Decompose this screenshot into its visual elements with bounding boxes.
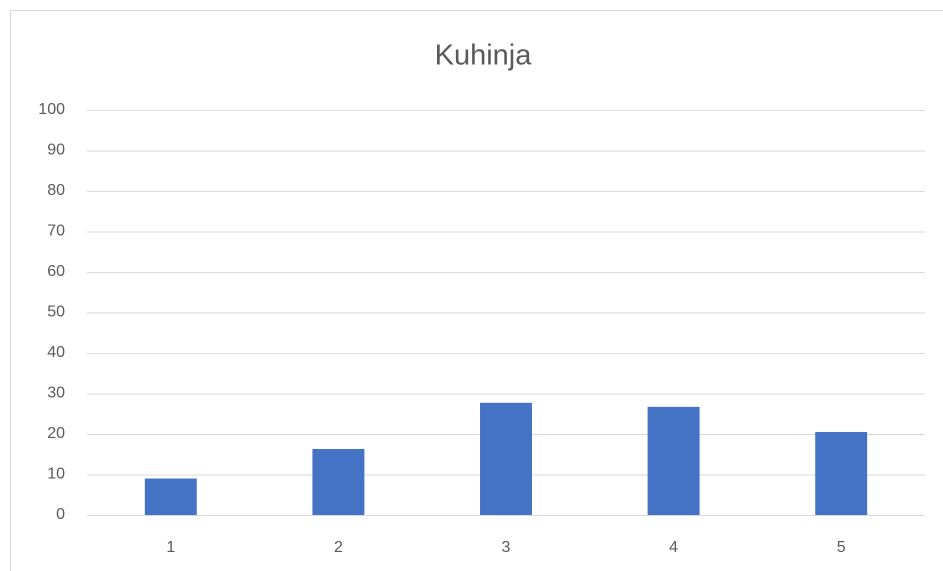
x-tick-label: 4	[669, 539, 678, 556]
x-tick-label: 5	[837, 539, 846, 556]
y-tick-label: 40	[47, 344, 65, 361]
y-tick-label: 60	[47, 263, 65, 280]
bar	[144, 478, 197, 515]
bar	[815, 431, 868, 515]
y-tick-label: 80	[47, 182, 65, 199]
y-tick-label: 30	[47, 385, 65, 402]
chart-title: Kuhinja	[435, 40, 533, 72]
x-tick-label: 3	[502, 539, 511, 556]
bar	[480, 402, 532, 515]
y-tick-label: 100	[38, 101, 65, 118]
y-tick-label: 20	[47, 425, 65, 442]
bar	[312, 448, 365, 515]
y-tick-label: 10	[47, 466, 65, 483]
bar	[647, 406, 700, 515]
x-tick-label: 1	[166, 539, 175, 556]
y-tick-label: 50	[47, 304, 65, 321]
y-tick-label: 70	[47, 223, 65, 240]
x-tick-label: 2	[334, 539, 343, 556]
chart-area	[10, 10, 943, 571]
y-tick-label: 90	[47, 142, 65, 159]
y-tick-label: 0	[56, 506, 65, 523]
